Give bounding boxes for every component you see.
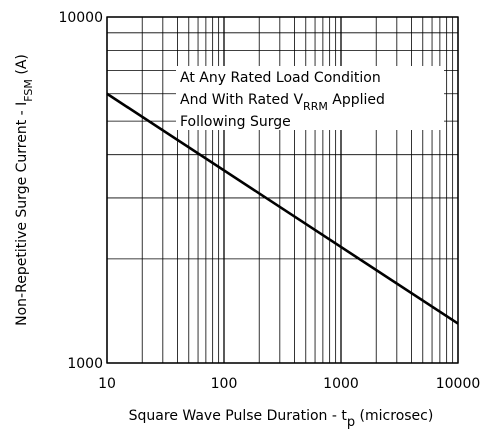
y-tick-label: 1000: [67, 356, 103, 372]
x-tick-label: 10: [98, 376, 116, 392]
series-line: [106, 92, 459, 325]
plot-area-border: [106, 16, 459, 364]
annotation-line-3: Following Surge: [180, 114, 291, 130]
y-tick-label: 10000: [58, 10, 103, 26]
x-axis-label: Square Wave Pulse Duration - tp (microse…: [129, 408, 434, 430]
y-axis-label: Non-Repetitive Surge Current - IFSM (A): [14, 54, 35, 326]
x-tick-labels: 10 100 1000 10000: [98, 376, 480, 392]
x-tick-label: 1000: [323, 376, 359, 392]
annotation-line-2: And With Rated VRRM Applied: [180, 92, 385, 113]
series-group: [106, 92, 459, 325]
x-tick-label: 10000: [436, 376, 481, 392]
annotation-line-1: At Any Rated Load Condition: [180, 70, 381, 86]
y-tick-labels: 1000 10000: [58, 10, 103, 372]
x-tick-label: 100: [211, 376, 238, 392]
annotation-box: [176, 66, 444, 130]
